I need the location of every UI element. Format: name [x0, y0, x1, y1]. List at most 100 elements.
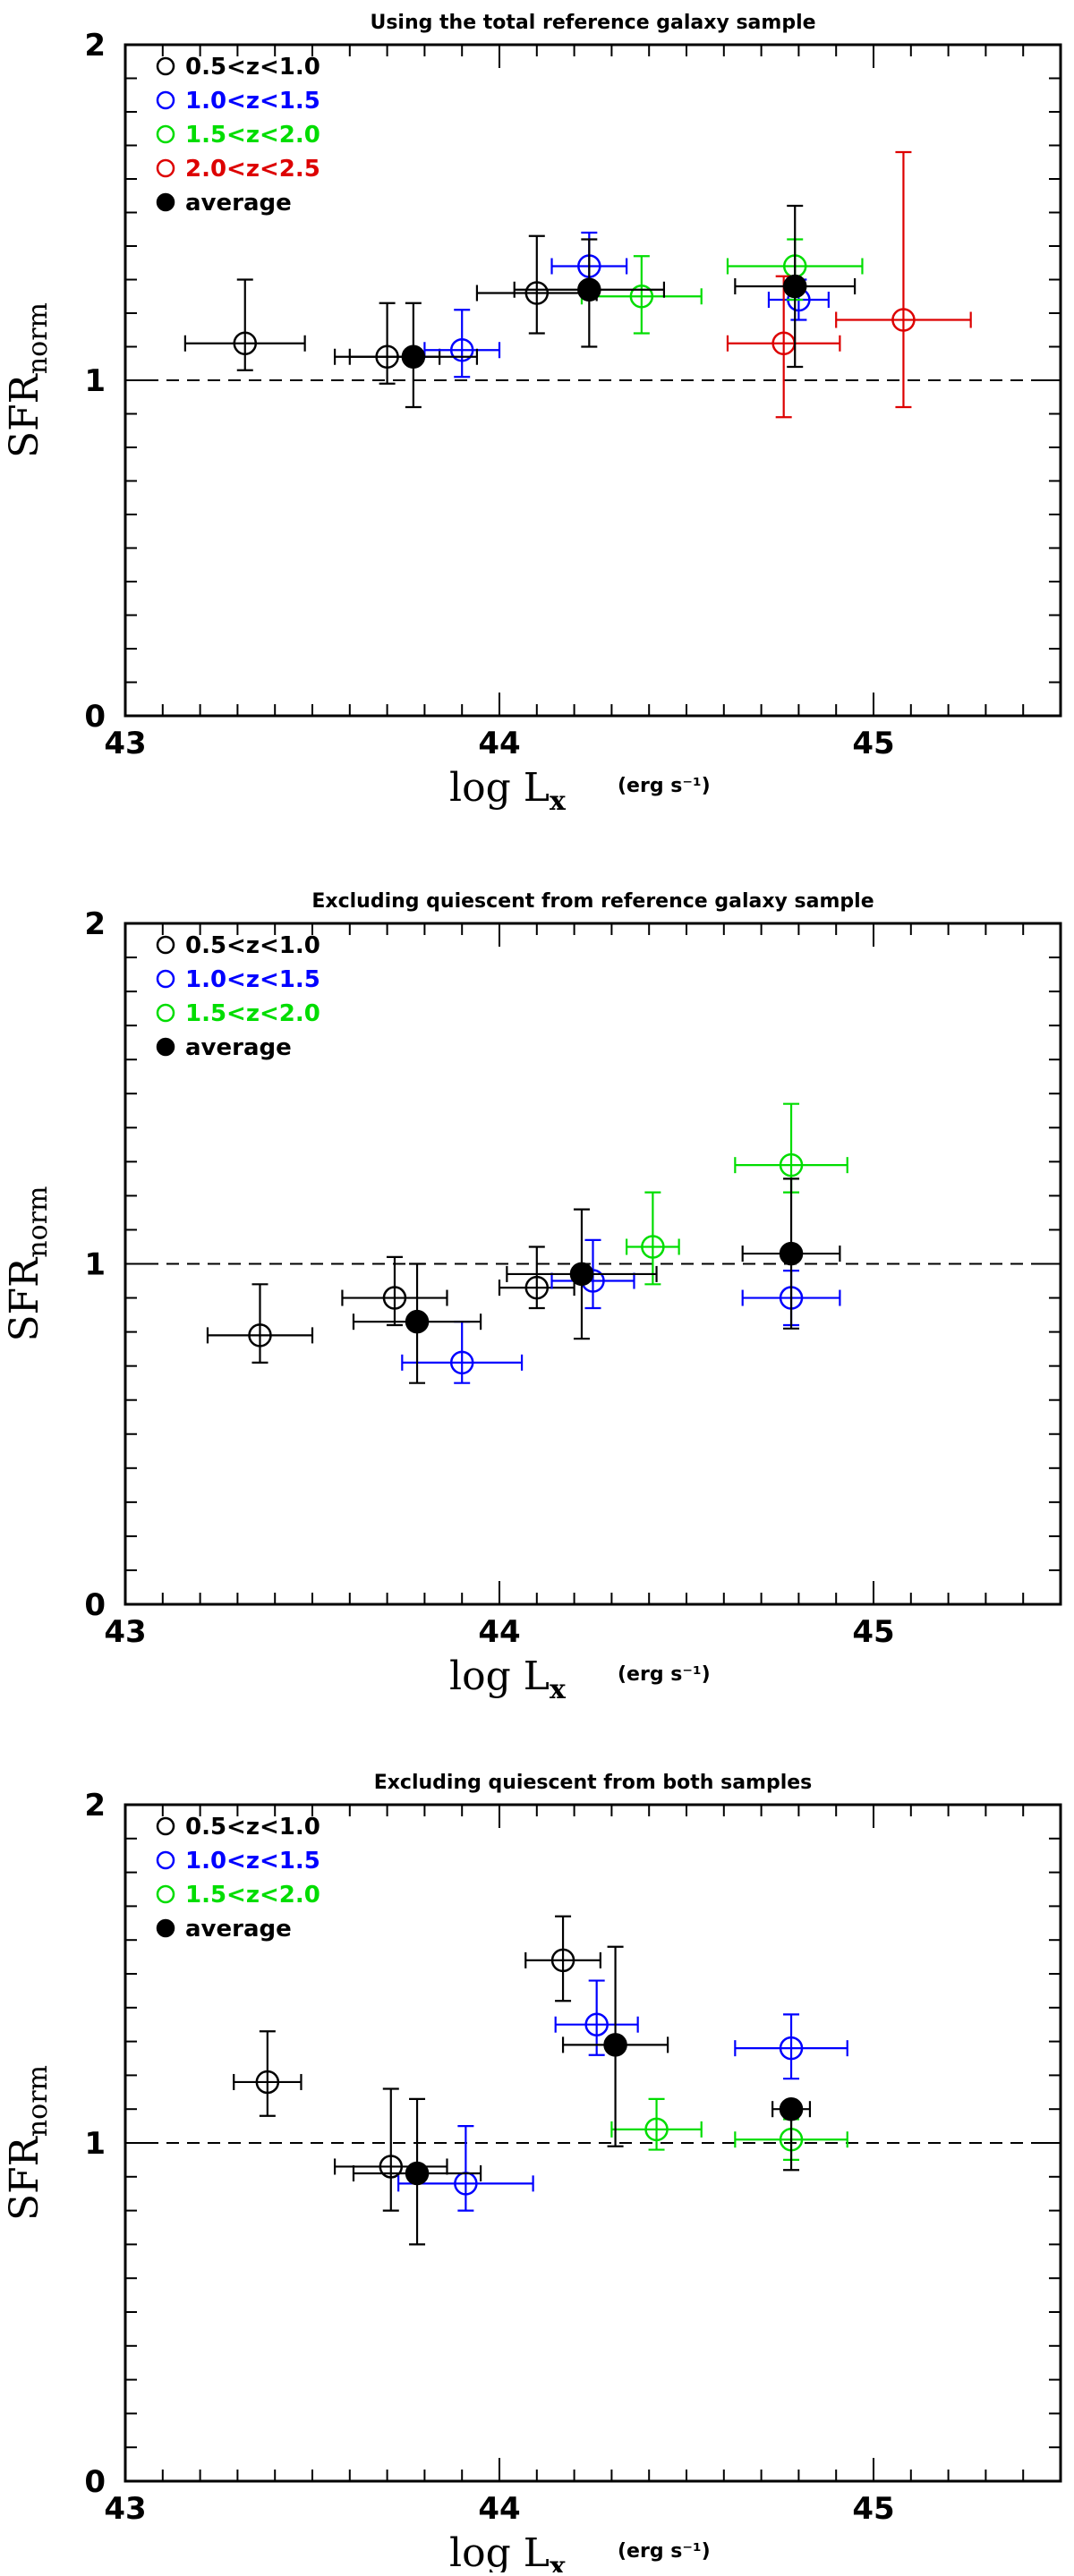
- chart-panel-3: Excluding quiescent from both samples 43 4…: [2, 1772, 1062, 2576]
- data-point: [734, 2013, 848, 2080]
- x-axis-unit: (erg s⁻¹): [618, 775, 711, 797]
- x-axis-label: log Lx: [449, 1654, 567, 1705]
- bin-marker: [771, 331, 796, 355]
- average-marker: [782, 274, 807, 299]
- data-point: [734, 1102, 848, 1194]
- chart-title: Excluding quiescent from reference galax…: [311, 890, 874, 913]
- bin-marker: [379, 2155, 404, 2179]
- y-tick-label: 0: [84, 699, 106, 735]
- legend-marker: [156, 1003, 175, 1023]
- legend-marker: [156, 124, 175, 144]
- data-point: [498, 1245, 575, 1310]
- x-tick-label: 45: [852, 726, 894, 761]
- average-marker: [405, 1309, 430, 1334]
- data-point: [554, 1979, 639, 2056]
- y-axis-label-subscript: norm: [22, 2065, 54, 2137]
- bin-marker: [255, 2070, 280, 2095]
- legend-label: average: [185, 190, 292, 217]
- average-marker: [401, 344, 426, 369]
- legend-marker: [156, 56, 175, 76]
- bin-marker: [584, 2012, 609, 2036]
- data-point: [352, 1262, 482, 1384]
- average-marker: [577, 277, 601, 302]
- average-marker: [779, 1241, 804, 1266]
- bin-marker: [644, 2117, 669, 2142]
- legend-label: average: [185, 1916, 292, 1943]
- x-tick-label: 43: [104, 2491, 146, 2527]
- data-point: [734, 204, 857, 369]
- bin-marker: [524, 281, 550, 305]
- chart-title: Excluding quiescent from both samples: [374, 1772, 813, 1794]
- x-axis-label-subscript: x: [550, 2551, 567, 2572]
- bin-marker: [891, 308, 916, 332]
- legend-label: 1.0<z<1.5: [185, 1848, 320, 1875]
- legend-label: 1.5<z<2.0: [185, 122, 320, 149]
- data-point: [475, 234, 598, 335]
- x-axis-label-subscript: x: [550, 786, 567, 817]
- data-point: [233, 2030, 303, 2117]
- x-axis-unit: (erg s⁻¹): [618, 1663, 711, 1686]
- data-point: [580, 255, 703, 335]
- y-tick-label: 2: [84, 1788, 106, 1824]
- x-axis-label: log Lx: [449, 2530, 567, 2572]
- average-marker: [405, 2161, 430, 2186]
- bin-marker: [550, 1948, 575, 1973]
- x-tick-label: 45: [852, 1614, 894, 1650]
- x-tick-label: 44: [478, 2491, 520, 2527]
- bin-marker: [524, 1275, 550, 1300]
- y-tick-label: 1: [84, 363, 106, 399]
- legend-marker: [156, 158, 175, 178]
- y-axis-label-subscript: norm: [22, 1186, 54, 1258]
- data-point: [771, 2096, 812, 2172]
- x-axis-label-subscript: x: [550, 1674, 567, 1705]
- x-axis-label: log Lx: [449, 765, 567, 817]
- bin-marker: [233, 331, 258, 355]
- data-point: [183, 278, 306, 371]
- data-point: [610, 2097, 703, 2151]
- legend-label: 0.5<z<1.0: [185, 54, 320, 81]
- bin-marker: [779, 2036, 804, 2061]
- bin-marker: [454, 2172, 478, 2196]
- x-axis-unit: (erg s⁻¹): [618, 2540, 711, 2563]
- bin-marker: [449, 338, 474, 362]
- data-point: [341, 1255, 448, 1327]
- legend-label: 0.5<z<1.0: [185, 932, 320, 959]
- bin-marker: [779, 1152, 804, 1177]
- bin-marker: [641, 1235, 665, 1259]
- bin-marker: [629, 285, 654, 309]
- bin-marker: [248, 1323, 272, 1348]
- legend-label: 1.5<z<2.0: [185, 1000, 320, 1027]
- average-marker: [779, 2096, 804, 2121]
- data-point: [506, 1208, 658, 1340]
- bin-marker: [449, 1350, 474, 1375]
- data-point: [561, 1945, 669, 2147]
- chart-title: Using the total reference galaxy sample: [370, 12, 815, 34]
- bin-marker: [382, 1286, 407, 1310]
- x-tick-label: 44: [478, 726, 520, 761]
- data-point: [741, 1177, 841, 1330]
- chart-panel-2: Excluding quiescent from reference galax…: [2, 890, 1062, 1705]
- legend-label: 1.0<z<1.5: [185, 966, 320, 993]
- y-tick-label: 2: [84, 906, 106, 942]
- x-tick-label: 45: [852, 2491, 894, 2527]
- legend-marker: [156, 1037, 175, 1057]
- legend-label: 0.5<z<1.0: [185, 1814, 320, 1841]
- legend-label: 1.5<z<2.0: [185, 1882, 320, 1909]
- legend-label: 2.0<z<2.5: [185, 156, 320, 183]
- data-point: [401, 1321, 524, 1384]
- data-point: [352, 2097, 482, 2246]
- x-tick-label: 43: [104, 1614, 146, 1650]
- y-tick-label: 0: [84, 1587, 106, 1623]
- x-tick-label: 43: [104, 726, 146, 761]
- data-point: [348, 302, 479, 409]
- data-point: [513, 238, 666, 348]
- legend-marker: [156, 935, 175, 955]
- legend-marker: [156, 969, 175, 989]
- data-point: [626, 1191, 680, 1286]
- data-point: [206, 1283, 314, 1364]
- average-marker: [569, 1262, 594, 1287]
- legend-marker: [156, 90, 175, 110]
- legend-marker: [156, 1884, 175, 1904]
- data-point: [524, 1915, 601, 2002]
